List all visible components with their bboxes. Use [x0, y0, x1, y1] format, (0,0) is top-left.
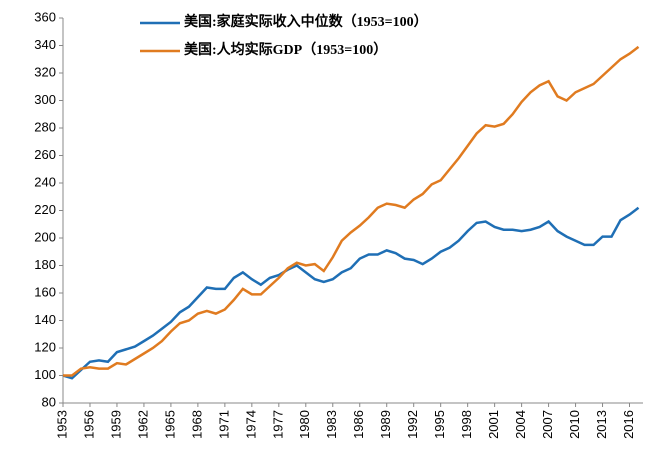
y-tick-label: 100: [34, 367, 56, 382]
legend-label: 美国:家庭实际收入中位数（1953=100）: [184, 13, 428, 30]
x-tick-label: 1965: [162, 410, 177, 439]
y-tick-label: 280: [34, 119, 56, 134]
x-tick-label: 1971: [216, 410, 231, 439]
line-series: [63, 45, 640, 377]
y-tick-label: 180: [34, 257, 56, 272]
y-tick-label: 300: [34, 92, 56, 107]
x-tick-label: 1986: [351, 410, 366, 439]
x-tick-label: 1959: [108, 410, 123, 439]
y-tick-label: 140: [34, 312, 56, 327]
y-tick-label: 340: [34, 37, 56, 52]
x-tick-label: 1953: [54, 410, 69, 439]
x-tick-label: 1998: [459, 410, 474, 439]
line-series: [62, 206, 640, 380]
x-tick-label: 2010: [567, 410, 582, 439]
x-tick-label: 2007: [540, 410, 555, 439]
y-tick-label: 80: [42, 394, 56, 409]
x-tick-label: 2016: [621, 410, 636, 439]
x-tick-label: 1995: [432, 410, 447, 439]
x-tick-label: 2001: [486, 410, 501, 439]
x-tick-label: 1992: [405, 410, 420, 439]
x-tick-label: 1956: [81, 410, 96, 439]
x-tick-label: 1974: [243, 410, 258, 439]
y-tick-label: 220: [34, 202, 56, 217]
x-tick-label: 1983: [324, 410, 339, 439]
y-tick-label: 240: [34, 174, 56, 189]
y-tick-label: 360: [34, 9, 56, 24]
x-tick-label: 2004: [513, 410, 528, 439]
legend-label: 美国:人均实际GDP（1953=100）: [184, 41, 387, 58]
x-tick-label: 1980: [297, 410, 312, 439]
x-tick-label: 1968: [189, 410, 204, 439]
y-tick-label: 320: [34, 64, 56, 79]
x-tick-label: 2013: [594, 410, 609, 439]
y-tick-label: 260: [34, 147, 56, 162]
y-tick-label: 120: [34, 339, 56, 354]
x-tick-label: 1977: [270, 410, 285, 439]
x-tick-label: 1962: [135, 410, 150, 439]
y-tick-label: 160: [34, 284, 56, 299]
y-tick-label: 200: [34, 229, 56, 244]
x-tick-label: 1989: [378, 410, 393, 439]
